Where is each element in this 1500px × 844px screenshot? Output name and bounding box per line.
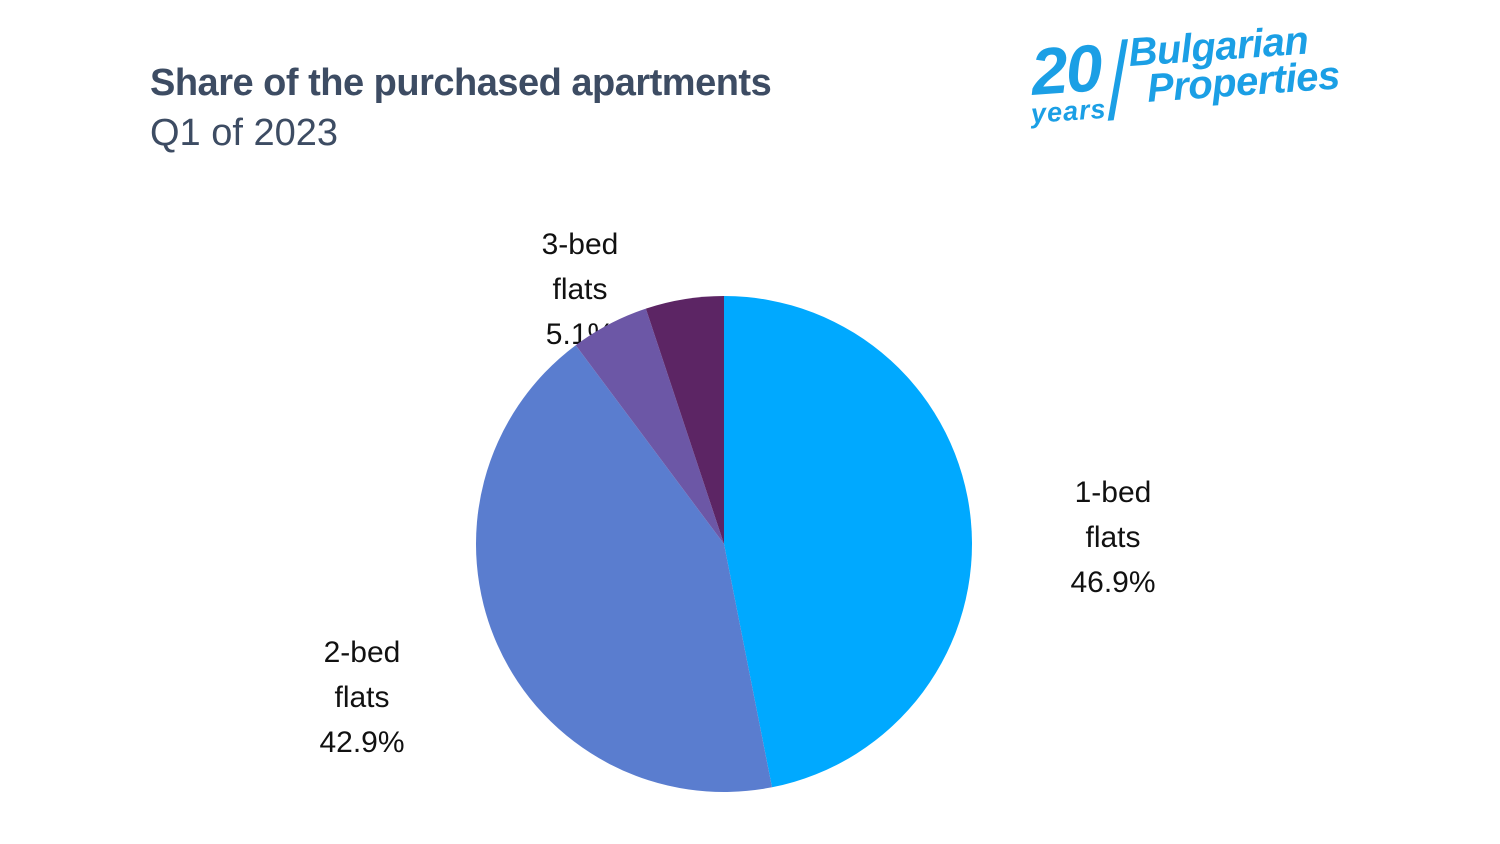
label-1-bed-line2: flats — [1085, 521, 1141, 554]
chart-header: Share of the purchased apartments Q1 of … — [150, 58, 772, 158]
label-3-bed-line2: flats — [552, 273, 608, 306]
label-2-bed-line1: 2-bed — [323, 636, 401, 669]
logo-years-word: years — [1029, 93, 1108, 129]
logo-divider-slash — [1107, 39, 1128, 121]
page-title: Share of the purchased apartments — [150, 62, 772, 104]
label-1-bed-value: 46.9% — [1070, 566, 1156, 599]
label-1-bed-flats: 1-bed flats 46.9% — [1003, 470, 1223, 605]
pie-slice-unlabeled — [645, 296, 724, 544]
label-1-bed-line1: 1-bed — [1074, 476, 1152, 509]
bulgarian-properties-logo: 20 years Bulgarian Properties — [1026, 19, 1342, 129]
pie-slice-2-bed-flats — [475, 345, 772, 792]
logo-years-number: 20 — [1028, 30, 1103, 109]
label-3-bed-line1: 3-bed — [541, 228, 619, 261]
pie-chart — [475, 296, 972, 792]
logo-anniversary-block: 20 years — [1026, 30, 1108, 129]
logo-brand-line2: Properties — [1145, 53, 1342, 111]
logo-brand-block: Bulgarian Properties — [1127, 19, 1342, 111]
label-2-bed-line2: flats — [334, 681, 390, 714]
pie-slice-3-bed-flats — [575, 308, 724, 544]
label-2-bed-flats: 2-bed flats 42.9% — [252, 630, 472, 765]
label-2-bed-value: 42.9% — [319, 726, 405, 759]
page-subtitle: Q1 of 2023 — [150, 112, 339, 154]
pie-slice-1-bed-flats — [724, 296, 972, 788]
